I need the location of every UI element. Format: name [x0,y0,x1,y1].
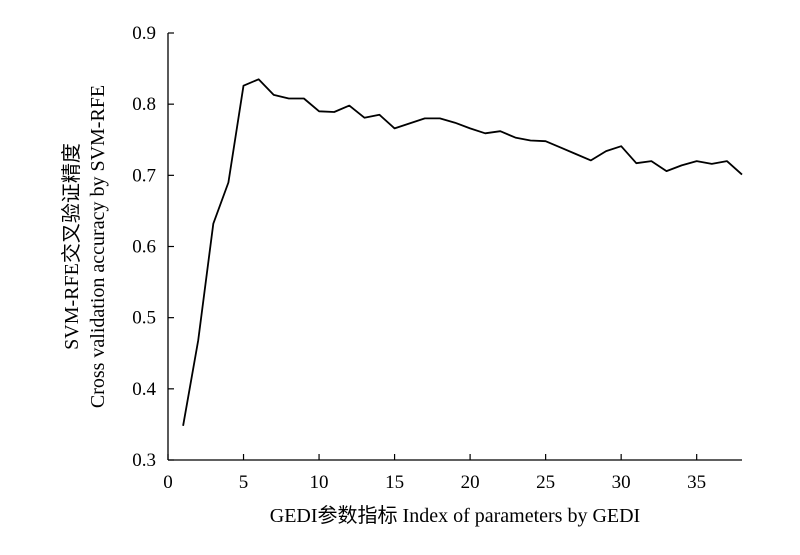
y-tick-label: 0.8 [132,94,156,115]
y-tick-label: 0.6 [132,237,156,258]
y-tick-label: 0.9 [132,23,156,44]
x-axis-ticks: 0 5 10 15 20 25 30 35 [163,454,706,493]
x-tick-label: 0 [163,472,173,493]
x-tick-label: 30 [612,472,631,493]
x-axis-title: GEDI参数指标 Index of parameters by GEDI [270,504,640,527]
y-axis-title-line: SVM-RFE交叉验证精度 [60,143,83,350]
x-tick-label: 10 [310,472,329,493]
y-axis-title: SVM-RFE交叉验证精度 Cross validation accuracy b… [60,85,109,408]
y-tick-label: 0.5 [132,308,156,329]
x-tick-label: 20 [461,472,480,493]
x-tick-label: 15 [385,472,404,493]
y-axis-ticks: 0.3 0.4 0.5 0.6 0.7 0.8 0.9 [132,23,174,471]
x-tick-label: 5 [239,472,249,493]
y-tick-label: 0.4 [132,379,156,400]
y-axis-title-line: Cross validation accuracy by SVM-RFE [87,85,109,408]
y-tick-label: 0.7 [132,165,156,186]
series-line [182,78,743,426]
x-tick-label: 35 [687,472,706,493]
x-tick-label: 25 [536,472,555,493]
series-group [182,78,743,426]
y-tick-label: 0.3 [132,450,156,471]
